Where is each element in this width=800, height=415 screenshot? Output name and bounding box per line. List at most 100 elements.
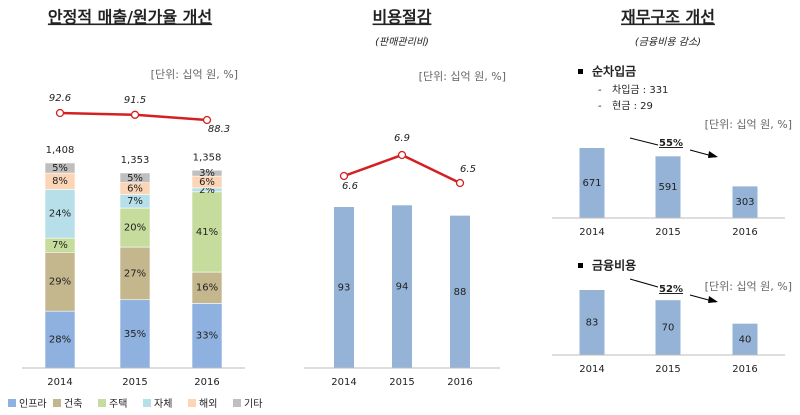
bullet — [578, 69, 583, 74]
panel-heading: 금융비용 — [592, 258, 636, 273]
bar-label: 88 — [454, 287, 467, 298]
line — [343, 153, 461, 185]
total-label: 1,408 — [46, 145, 75, 156]
segment-label: 2% — [199, 185, 215, 196]
unit-label: [단위: 십억 원, %] — [151, 68, 238, 81]
segment-label: 8% — [52, 176, 68, 187]
segment-label: 5% — [127, 173, 143, 184]
bar — [655, 300, 681, 355]
line-label: 88.3 — [208, 124, 230, 135]
bar-segment — [119, 299, 151, 369]
x-tick-label: 2015 — [389, 377, 414, 388]
x-tick-label: 2014 — [331, 377, 356, 388]
legend-label: 인프라 — [19, 398, 47, 410]
bar-label: 94 — [396, 282, 409, 293]
bar-label: 303 — [735, 197, 754, 208]
x-tick-label: 2014 — [579, 364, 604, 375]
segment-label: 6% — [127, 184, 143, 195]
segment-label: 16% — [196, 283, 218, 294]
dash: - — [598, 101, 602, 112]
legend-swatch — [8, 399, 16, 407]
annotation: 55% — [659, 138, 683, 149]
segment-label: 33% — [196, 331, 218, 342]
bar-label: 671 — [582, 178, 601, 189]
panel-heading: 순차입금 — [592, 64, 636, 79]
bullet — [578, 263, 583, 268]
chart-subtitle: (금융비용 감소) — [635, 36, 701, 48]
x-tick-label: 2016 — [732, 364, 757, 375]
segment-label: 6% — [199, 177, 215, 188]
legend-label: 주택 — [109, 398, 127, 410]
chart-title: 재무구조 개선 — [621, 8, 715, 27]
x-tick-label: 2016 — [447, 377, 472, 388]
dash: - — [598, 85, 602, 96]
bar-segment — [44, 310, 76, 369]
bar-segment — [191, 271, 223, 304]
line-marker — [397, 150, 407, 160]
segment-label: 41% — [196, 227, 218, 238]
bar — [732, 323, 758, 355]
chart-title: 비용절감 — [373, 8, 432, 27]
bar-label: 591 — [658, 182, 677, 193]
line-marker — [339, 171, 349, 181]
bar-segment — [191, 169, 223, 177]
bar-segment — [119, 172, 151, 183]
legend-label: 기타 — [244, 398, 262, 410]
bar-label: 83 — [586, 318, 599, 329]
legend-swatch — [98, 399, 106, 407]
segment-label: 29% — [49, 277, 71, 288]
arrow-head — [708, 296, 718, 303]
segment-label: 28% — [49, 335, 71, 346]
segment-label: 20% — [124, 223, 146, 234]
legend-label: 건축 — [64, 398, 82, 410]
line-marker — [130, 110, 140, 119]
note: 현금 : 29 — [612, 100, 653, 112]
x-tick-label: 2015 — [122, 377, 147, 388]
bar — [655, 156, 681, 218]
x-tick-label: 2015 — [655, 364, 680, 375]
segment-label: 7% — [52, 240, 68, 251]
x-tick-label: 2015 — [655, 227, 680, 238]
segment-label: 24% — [49, 209, 71, 220]
line-label: 92.6 — [49, 93, 71, 104]
bar-segment — [44, 162, 76, 174]
line-label: 6.6 — [342, 181, 358, 192]
legend-swatch — [143, 399, 151, 407]
arrow-line — [629, 137, 659, 146]
x-tick-label: 2014 — [47, 377, 72, 388]
bar — [450, 215, 470, 368]
line-marker — [55, 108, 65, 118]
annotation: 52% — [659, 284, 683, 295]
bar-label: 93 — [338, 283, 351, 294]
x-tick-label: 2016 — [194, 377, 219, 388]
bar-segment — [119, 246, 151, 301]
line-marker — [202, 115, 212, 125]
segment-label: 7% — [127, 196, 143, 207]
segment-label: 27% — [124, 268, 146, 279]
line-marker — [455, 178, 465, 188]
chart-title: 안정적 매출/원가율 개선 — [48, 8, 212, 27]
segment-label: 35% — [124, 329, 146, 340]
line-label: 91.5 — [124, 95, 146, 106]
segment-label: 5% — [52, 163, 68, 174]
segment-label: 3% — [199, 168, 215, 179]
bar-segment — [191, 191, 223, 273]
bar-label: 70 — [662, 323, 675, 334]
legend-swatch — [53, 399, 61, 407]
total-label: 1,358 — [193, 152, 222, 163]
arrow-line — [629, 278, 659, 288]
line-label: 6.9 — [394, 133, 410, 144]
legend-label: 해외 — [199, 397, 217, 410]
legend-swatch — [233, 399, 241, 407]
unit-label: [단위: 십억 원, %] — [705, 118, 792, 131]
total-label: 1,353 — [121, 155, 150, 166]
line-label: 6.5 — [460, 164, 476, 175]
x-tick-label: 2016 — [732, 227, 757, 238]
arrow-head — [708, 151, 718, 158]
bar-segment — [119, 207, 151, 248]
bar — [579, 148, 605, 218]
bar — [732, 186, 758, 218]
bar — [334, 207, 354, 368]
bar — [579, 290, 605, 355]
bar-label: 40 — [739, 334, 752, 345]
